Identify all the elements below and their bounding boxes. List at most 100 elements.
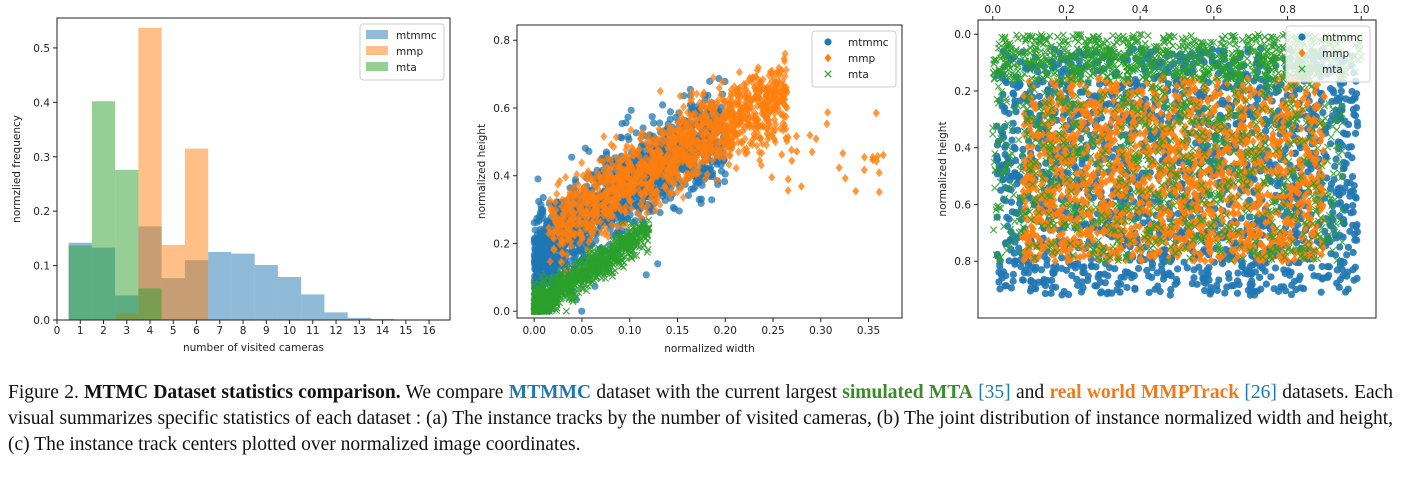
point-mmp	[788, 156, 796, 166]
point-mmp	[780, 87, 788, 97]
point-mmp	[622, 145, 630, 155]
point-mmp	[752, 73, 760, 82]
point-mmp	[608, 177, 616, 187]
point-mmp	[603, 178, 611, 188]
point-mtmmc	[1267, 273, 1275, 281]
point-mtmmc	[1234, 269, 1242, 277]
point-mmp	[589, 187, 597, 197]
y-axis-label: normzlied frequency	[11, 115, 23, 223]
point-mmp	[627, 204, 636, 214]
point-mtmmc	[1206, 290, 1214, 298]
point-mmp	[756, 155, 764, 165]
point-mtmmc	[1288, 281, 1296, 289]
point-mmp	[797, 182, 805, 191]
axes-frame	[56, 17, 451, 321]
ytick-label: 0.4	[33, 97, 50, 109]
legend-label-mtmmc: mtmmc	[848, 37, 889, 49]
point-mmp	[860, 165, 868, 175]
point-mmp	[700, 88, 708, 98]
point-mtmmc	[625, 135, 633, 144]
point-mta	[562, 279, 570, 288]
point-mmp	[781, 56, 789, 66]
point-mta	[532, 307, 540, 315]
point-mtmmc	[1108, 289, 1116, 297]
point-mmp	[730, 112, 738, 121]
point-mtmmc	[654, 260, 662, 268]
point-mmp	[695, 158, 703, 168]
point-mmp	[611, 194, 619, 204]
point-mmp	[712, 123, 720, 133]
point-mtmmc	[1048, 276, 1056, 285]
ytick-label: 0.1	[33, 261, 50, 273]
point-mmp	[652, 139, 660, 149]
point-mmp	[740, 106, 748, 116]
point-mmp	[730, 82, 738, 91]
bar-mmp-5	[184, 148, 209, 320]
point-mtmmc	[1047, 289, 1055, 297]
point-mta	[542, 302, 550, 310]
point-mmp	[757, 122, 765, 131]
point-mtmmc	[1145, 288, 1153, 297]
point-mta	[600, 271, 608, 279]
point-mta	[604, 254, 612, 262]
point-mmp	[623, 182, 631, 192]
point-mmp	[680, 131, 688, 141]
point-mmp	[567, 219, 575, 229]
point-mtmmc	[1134, 264, 1143, 273]
point-mta	[580, 258, 588, 267]
point-mmp	[694, 142, 703, 151]
point-mmp	[775, 63, 783, 73]
point-mtmmc	[1271, 264, 1280, 272]
xtick-label: 13	[353, 325, 366, 337]
point-mmp	[624, 166, 632, 175]
point-mmp	[627, 125, 635, 135]
point-mta	[555, 274, 563, 282]
figure: 0 1 2 3 4 5 6 7 8 9 10 11 12 13 14 15 16 0.0 0.1 0.2 0.3 0.4 0…	[11, 4, 1377, 355]
point-mmp	[653, 187, 661, 196]
point-mta	[624, 238, 632, 246]
point-mmp	[654, 193, 662, 203]
xtick-label: 0	[54, 325, 61, 337]
bar-mtmmc-11	[324, 312, 348, 320]
point-mta	[593, 252, 601, 260]
point-mmp	[643, 164, 651, 174]
point-mmp	[616, 203, 624, 212]
point-mmp	[753, 81, 761, 91]
point-mtmmc	[1344, 243, 1352, 251]
point-mta	[535, 287, 543, 295]
point-mmp	[663, 150, 671, 160]
point-mmp	[639, 157, 647, 167]
point-mta	[559, 284, 567, 292]
point-mmp	[552, 225, 560, 234]
point-mmp	[793, 147, 801, 156]
point-mmp	[788, 145, 796, 155]
point-mmp	[698, 123, 706, 133]
point-mmp	[692, 170, 700, 179]
point-mmp	[583, 169, 591, 179]
point-mmp	[564, 235, 572, 245]
point-mmp	[808, 147, 816, 157]
ytick-label: 0.2	[33, 206, 50, 218]
point-mtmmc	[1349, 201, 1357, 210]
point-mtmmc	[1087, 261, 1096, 269]
xtick-label: 0.35	[857, 325, 880, 337]
point-mtmmc	[1351, 129, 1360, 138]
xtick-label: 16	[422, 325, 436, 337]
ytick-label: 0.4	[493, 171, 510, 183]
point-mmp	[706, 101, 714, 111]
point-mmp	[567, 212, 575, 222]
point-mmp	[713, 176, 721, 185]
ytick-label: 0.3	[33, 152, 50, 164]
point-mtmmc	[1041, 289, 1049, 298]
point-mmp	[587, 209, 595, 219]
point-mta	[570, 281, 578, 290]
point-mmp	[658, 139, 666, 149]
point-mmp	[690, 162, 699, 172]
point-mtmmc	[1198, 269, 1206, 277]
point-mta	[635, 231, 643, 240]
x-axis-label: number of visited cameras	[183, 342, 324, 354]
point-mtmmc	[602, 148, 610, 156]
point-mta	[550, 303, 558, 312]
point-mtmmc	[659, 101, 667, 109]
point-mmp	[726, 118, 734, 128]
